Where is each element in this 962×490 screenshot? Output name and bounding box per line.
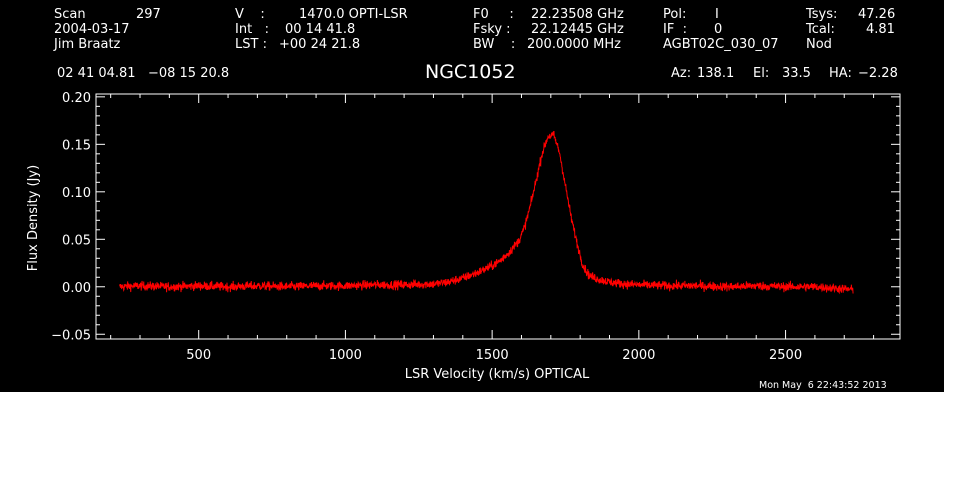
elevation-label: El: (753, 66, 770, 81)
integration-label: Int : (235, 22, 269, 37)
observation-date: 2004-03-17 (54, 22, 130, 37)
y-tick-label: −0.05 (51, 328, 91, 343)
lst-value: +00 24 21.8 (279, 37, 361, 52)
lst-label: LST : (235, 37, 267, 52)
integration-value: 00 14 41.8 (285, 22, 356, 37)
bandwidth-value: 200.0000 MHz (527, 37, 621, 52)
y-axis-label: Flux Density (Jy) (26, 165, 41, 271)
scan-number: 297 (136, 7, 161, 22)
object-name: NGC1052 (425, 61, 516, 83)
hour-angle-value: −2.28 (858, 66, 898, 81)
hour-angle-label: HA: (829, 66, 852, 81)
flux-spectrum-line (119, 130, 854, 295)
observing-mode: Nod (806, 37, 832, 52)
rest-frequency-label: F0 : (473, 7, 514, 22)
bandwidth-label: BW : (473, 37, 516, 52)
tcal-value: 4.81 (866, 22, 895, 37)
scan-label: Scan (54, 7, 86, 22)
tsys-label: Tsys: (806, 7, 838, 22)
rest-frequency-value: 22.23508 GHz (531, 7, 624, 22)
x-axis-label: LSR Velocity (km/s) OPTICAL (405, 367, 590, 382)
x-axis-ticks: 500 1000 1500 2000 2500 (110, 94, 875, 363)
observer-name: Jim Braatz (54, 37, 121, 52)
plot-frame (95, 93, 901, 340)
if-value: 0 (714, 22, 723, 37)
y-tick-label: 0.20 (62, 91, 91, 106)
x-tick-label: 1500 (476, 348, 509, 363)
azimuth-value: 138.1 (697, 66, 735, 81)
y-tick-label: 0.10 (62, 186, 91, 201)
tcal-label: Tcal: (806, 22, 835, 37)
if-label: IF : (663, 22, 687, 37)
y-tick-label: 0.00 (62, 281, 91, 296)
polarization-value: I (715, 7, 719, 22)
velocity-label: V : (235, 7, 265, 22)
y-axis-ticks: −0.05 0.00 0.05 0.10 0.15 0.20 (51, 91, 900, 343)
y-tick-label: 0.15 (62, 138, 91, 153)
sky-frequency-value: 22.12445 GHz (531, 22, 624, 37)
velocity-value: 1470.0 OPTI-LSR (299, 7, 408, 22)
elevation-value: 33.5 (782, 66, 811, 81)
sky-frequency-label: Fsky : (473, 22, 511, 37)
spectrum-panel (0, 0, 944, 392)
source-coordinates: 02 41 04.81 −08 15 20.8 (57, 66, 230, 81)
azimuth-label: Az: (671, 66, 692, 81)
x-tick-label: 500 (186, 348, 211, 363)
y-tick-label: 0.05 (62, 233, 91, 248)
x-tick-label: 2000 (622, 348, 655, 363)
project-id: AGBT02C_030_07 (663, 37, 779, 52)
x-tick-label: 1000 (329, 348, 362, 363)
polarization-label: Pol: (663, 7, 687, 22)
plot-timestamp: Mon May 6 22:43:52 2013 (759, 380, 887, 391)
tsys-value: 47.26 (858, 7, 896, 22)
x-tick-label: 2500 (769, 348, 802, 363)
